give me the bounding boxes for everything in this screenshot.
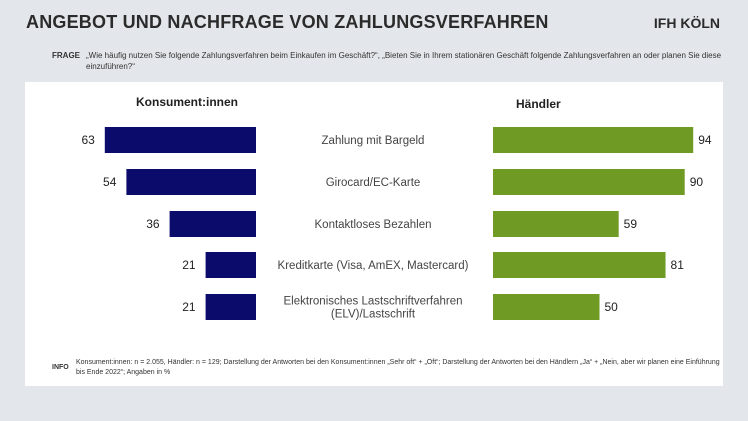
data-label-retailers: 50 (605, 300, 619, 314)
category-label: Kreditkarte (Visa, AmEX, Mastercard) (278, 260, 469, 272)
bar-retailers (493, 252, 666, 278)
bar-consumers (169, 211, 256, 237)
brand-logo: IFH KÖLN (653, 15, 720, 31)
series-header-consumers: Konsument:innen (136, 95, 238, 109)
data-label-consumers: 21 (182, 300, 196, 314)
bar-retailers (493, 211, 619, 237)
bar-consumers (126, 169, 257, 195)
category-label: Zahlung mit Bargeld (322, 135, 425, 147)
series-header-retailers: Händler (516, 97, 561, 111)
bar-consumers (104, 127, 256, 153)
category-label: Girocard/EC-Karte (326, 177, 421, 189)
data-label-retailers: 90 (690, 175, 704, 189)
data-label-retailers: 81 (671, 258, 685, 272)
question-body: „Wie häufig nutzen Sie folgende Zahlungs… (86, 51, 722, 71)
data-label-consumers: 63 (81, 133, 95, 147)
data-label-consumers: 54 (103, 175, 117, 189)
category-label: (ELV)/Lastschrift (331, 309, 416, 321)
bar-retailers (493, 169, 685, 195)
page-title: ANGEBOT UND NACHFRAGE VON ZAHLUNGSVERFAH… (26, 12, 549, 32)
question-text: FRAGE „Wie häufig nutzen Sie folgende Zah… (52, 50, 722, 72)
info-label: INFO (52, 364, 69, 371)
category-label: Elektronisches Lastschriftverfahren (284, 296, 463, 308)
bar-retailers (493, 127, 694, 153)
bar-consumers (205, 252, 256, 278)
bar-consumers (205, 294, 256, 320)
info-text: INFO Konsument:innen: n = 2.055, Händler:… (52, 358, 722, 378)
data-label-retailers: 59 (624, 217, 638, 231)
data-label-consumers: 21 (182, 258, 196, 272)
category-label: Kontaktloses Bezahlen (315, 219, 432, 231)
data-label-consumers: 36 (146, 217, 160, 231)
info-body: Konsument:innen: n = 2.055, Händler: n =… (76, 359, 720, 376)
data-label-retailers: 94 (698, 133, 712, 147)
bar-retailers (493, 294, 600, 320)
question-label: FRAGE (52, 51, 80, 60)
